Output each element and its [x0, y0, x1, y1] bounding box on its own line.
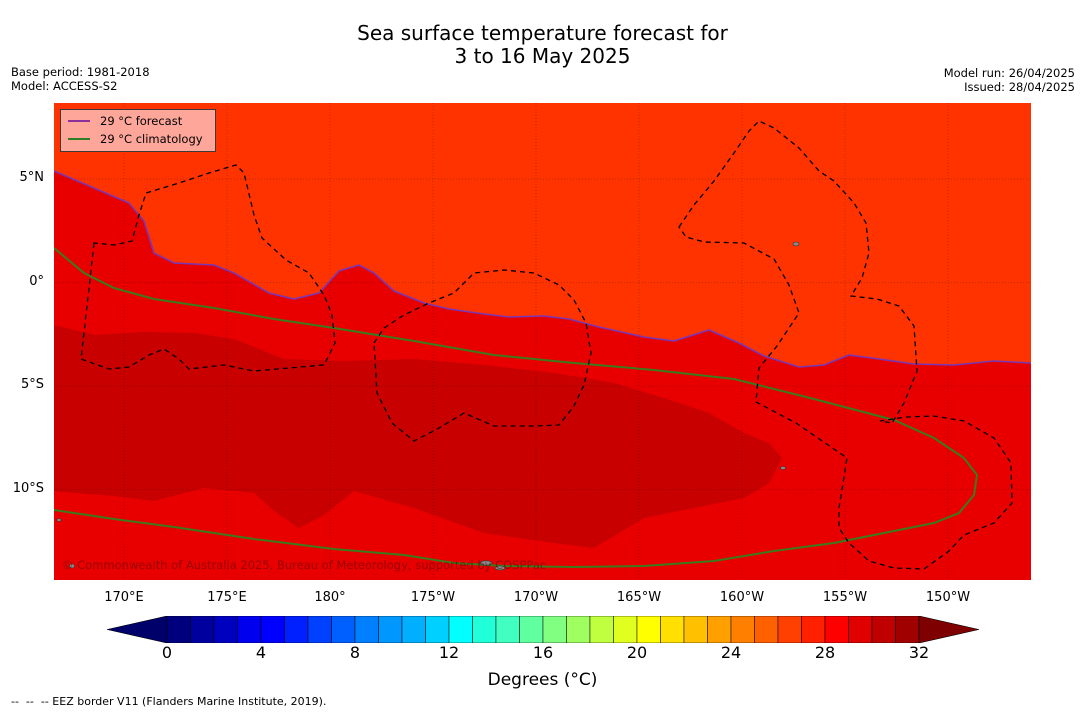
colorbar-segment	[354, 616, 379, 643]
longitude-tick-label: 170°W	[513, 590, 559, 605]
colorbar-tick-label: 24	[720, 643, 742, 662]
colorbar-tick-label: 16	[532, 643, 554, 662]
legend-item-forecast: 29 °C forecast	[68, 114, 182, 128]
colorbar-segment	[824, 616, 849, 643]
colorbar-segment	[683, 616, 708, 643]
colorbar-tick-label: 28	[814, 643, 836, 662]
colorbar-segment	[448, 616, 473, 643]
colorbar-segment	[542, 616, 567, 643]
island-marker	[479, 560, 493, 566]
colorbar-tick-label: 12	[438, 643, 460, 662]
base-period: Base period: 1981-2018	[11, 65, 150, 79]
islands	[56, 241, 800, 571]
colorbar-segment	[730, 616, 755, 643]
colorbar-segment	[213, 616, 238, 643]
sst-map-svg	[54, 103, 1031, 580]
colorbar-segment	[425, 616, 450, 643]
colorbar-tick-label: 8	[349, 643, 361, 662]
eez-border	[678, 120, 1013, 570]
longitude-tick-label: 180°	[314, 590, 346, 605]
title-line-1: Sea surface temperature forecast for	[357, 21, 728, 45]
model-run: Model run: 26/04/2025	[943, 66, 1075, 80]
colorbar-segment	[871, 616, 896, 643]
longitude-tick-label: 175°E	[207, 590, 247, 605]
island-marker	[780, 466, 786, 470]
colorbar-segment	[707, 616, 732, 643]
colorbar-label: Degrees (°C)	[487, 670, 598, 690]
climatology-line-swatch	[68, 138, 90, 140]
isotherm-legend: 29 °C forecast 29 °C climatology	[60, 109, 216, 152]
sst-map	[54, 103, 1031, 580]
longitude-tick-label: 165°W	[616, 590, 662, 605]
longitude-tick-label: 175°W	[410, 590, 456, 605]
colorbar-segment	[378, 616, 403, 643]
latitude-tick-label: 10°S	[12, 480, 44, 496]
colorbar-segment	[566, 616, 591, 643]
colorbar-segment	[754, 616, 779, 643]
island-marker	[69, 563, 75, 569]
longitude-tick-label: 160°W	[719, 590, 765, 605]
colorbar-segment	[284, 616, 309, 643]
colorbar-segment	[190, 616, 215, 643]
latitude-tick-label: 5°S	[20, 377, 44, 392]
longitude-tick-label: 150°W	[925, 590, 971, 605]
eez-borders	[80, 120, 1013, 570]
colorbar-tick-label: 0	[161, 643, 173, 662]
legend-item-climatology: 29 °C climatology	[68, 132, 203, 146]
colorbar-tick-label: 20	[626, 643, 648, 662]
colorbar-segment	[895, 616, 920, 643]
colorbar-segment	[801, 616, 826, 643]
legend-label-forecast: 29 °C forecast	[100, 114, 183, 128]
colorbar-segment	[848, 616, 873, 643]
colorbar-segment	[495, 616, 520, 643]
title-line-2: 3 to 16 May 2025	[454, 44, 631, 68]
sst-zone-30-31	[54, 325, 782, 548]
colorbar-segment	[589, 616, 614, 643]
forecast-29c-isotherm	[54, 170, 1031, 368]
colorbar-segment	[613, 616, 638, 643]
colorbar-segment	[331, 616, 356, 643]
colorbar-extend-high	[918, 616, 979, 643]
colorbar-segment	[166, 616, 191, 643]
model-name: Model: ACCESS-S2	[11, 79, 118, 93]
longitude-tick-label: 170°E	[104, 590, 144, 605]
colorbar-segment	[519, 616, 544, 643]
issued-date: Issued: 28/04/2025	[964, 80, 1075, 94]
eez-footnote: -- -- -- EEZ border V11 (Flanders Marine…	[11, 695, 327, 708]
eez-border	[373, 269, 592, 442]
copyright-notice: © Commonwealth of Australia 2025, Bureau…	[62, 558, 547, 572]
colorbar-segment	[307, 616, 332, 643]
colorbar-segment	[660, 616, 685, 643]
colorbar	[107, 616, 979, 643]
chart-title: Sea surface temperature forecast for 3 t…	[0, 22, 1085, 68]
colorbar-segment	[401, 616, 426, 643]
colorbar-extend-low	[107, 616, 168, 643]
colorbar-segment	[472, 616, 497, 643]
colorbar-segment	[777, 616, 802, 643]
legend-label-climatology: 29 °C climatology	[100, 132, 203, 146]
latitude-tick-label: 0°	[29, 273, 44, 289]
latitude-tick-label: 5°N	[19, 170, 45, 185]
colorbar-tick-label: 32	[908, 643, 930, 662]
meta-right: Model run: 26/04/2025 Issued: 28/04/2025	[944, 66, 1075, 94]
meta-left: Base period: 1981-2018 Model: ACCESS-S2	[11, 65, 150, 93]
colorbar-segment	[237, 616, 262, 643]
island-marker	[494, 565, 506, 571]
colorbar-segment	[260, 616, 285, 643]
eez-border	[80, 164, 336, 372]
climatology-29c-isotherm-north	[54, 247, 979, 569]
longitude-tick-label: 155°W	[822, 590, 868, 605]
graticule	[54, 103, 1031, 580]
forecast-line-swatch	[68, 120, 90, 122]
colorbar-segment	[636, 616, 661, 643]
colorbar-tick-label: 4	[255, 643, 267, 662]
island-marker	[792, 241, 800, 247]
island-marker	[56, 518, 62, 522]
